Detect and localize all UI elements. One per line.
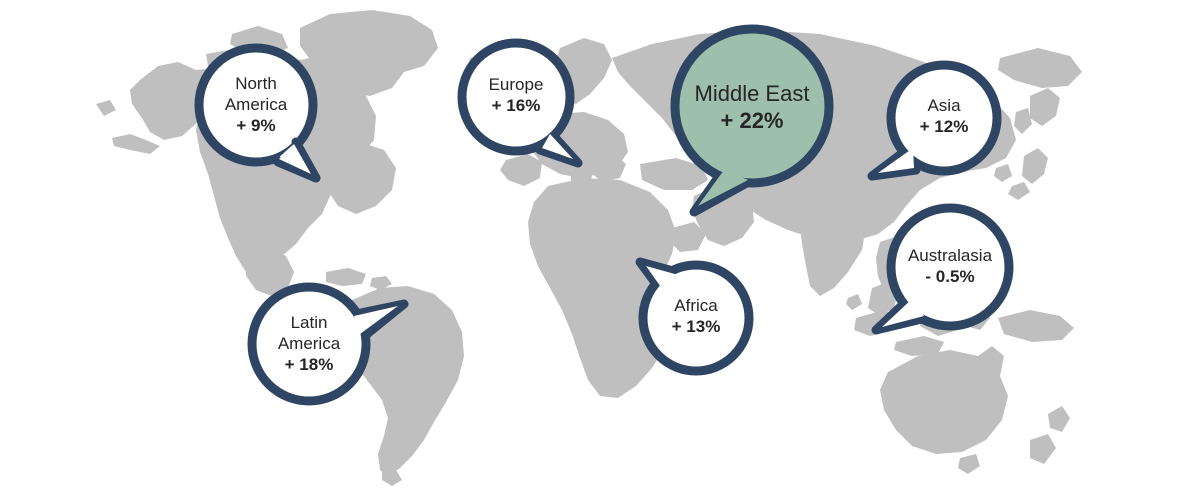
landmass-japan xyxy=(1022,148,1048,184)
landmass-iberia xyxy=(500,154,542,186)
bubble-circle-asia xyxy=(886,60,1002,176)
landmass-mexico xyxy=(246,248,294,296)
landmass-korea xyxy=(994,164,1012,182)
bubble-circle-australasia xyxy=(886,203,1014,331)
callout-north-america[interactable] xyxy=(194,43,321,183)
callout-africa[interactable] xyxy=(635,257,754,376)
bubble-circle-middle-east xyxy=(670,24,834,188)
callout-latin-america[interactable] xyxy=(247,282,409,406)
landmass-new-zealand-n xyxy=(1048,406,1070,432)
bubble-tail-australasia-fill xyxy=(882,298,924,327)
landmass-turkey-caucasus xyxy=(640,158,708,190)
landmass-japan-2 xyxy=(1008,182,1030,200)
bubble-tail-north-america-fill xyxy=(279,144,311,174)
bubble-circle-africa xyxy=(638,260,754,376)
landmass-siberia-ne xyxy=(998,48,1082,88)
landmass-new-guinea xyxy=(998,310,1074,342)
landmass-africa xyxy=(528,178,676,398)
bubble-tail-europe-fill xyxy=(542,134,573,159)
landmass-indochina xyxy=(868,282,898,316)
landmass-sakhalin xyxy=(1014,108,1032,134)
landmass-caribbean-2 xyxy=(370,276,392,290)
landmass-usa-east xyxy=(322,142,396,214)
bubble-circle-europe xyxy=(457,38,575,156)
landmass-australia xyxy=(880,346,1008,454)
landmass-kamchatka xyxy=(1030,88,1060,126)
landmass-tasmania xyxy=(958,454,980,474)
callout-asia[interactable] xyxy=(867,60,1002,181)
landmass-caribbean xyxy=(326,268,366,286)
landmass-india xyxy=(800,200,866,296)
bubble-tail-latin-america-fill xyxy=(354,306,398,334)
callout-middle-east[interactable] xyxy=(670,24,834,217)
bubble-tail-asia-fill xyxy=(878,148,914,173)
callout-europe[interactable] xyxy=(457,38,583,168)
landmass-balkans xyxy=(590,154,626,182)
bubble-circle-latin-america xyxy=(247,282,371,406)
landmass-africa-horn xyxy=(670,222,706,252)
callout-australasia[interactable] xyxy=(871,203,1014,335)
landmass-aleutians xyxy=(112,134,160,154)
bubble-tail-middle-east-fill xyxy=(698,170,748,206)
landmass-alaska-islands xyxy=(96,100,116,116)
landmass-indonesia-java xyxy=(894,336,944,356)
landmass-new-zealand-s xyxy=(1030,434,1056,464)
bubble-tail-africa-fill xyxy=(646,266,682,290)
bubble-circle-north-america xyxy=(194,43,318,167)
landmass-arctic-islands-5 xyxy=(330,34,364,52)
landmass-sri-lanka xyxy=(846,294,862,310)
landmass-south-america-tip xyxy=(382,468,402,486)
